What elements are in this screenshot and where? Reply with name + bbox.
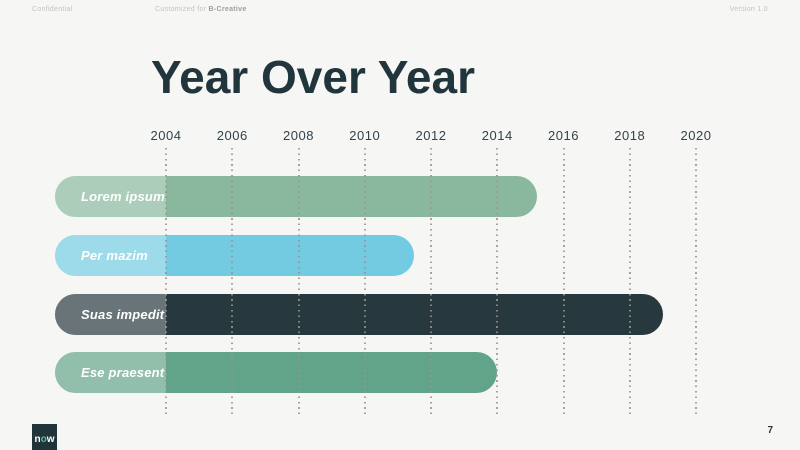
axis-year-label: 2008 bbox=[283, 128, 314, 143]
bar-label-section: Ese praesent bbox=[55, 352, 166, 394]
axis-year-label: 2014 bbox=[481, 128, 513, 143]
bar-label-section: Suas impedit bbox=[55, 293, 166, 335]
customized-prefix: Customized for bbox=[155, 6, 207, 13]
gridline bbox=[695, 148, 697, 418]
bar-label: Ese praesent bbox=[81, 365, 165, 381]
confidential-label: Confidential bbox=[32, 6, 73, 13]
client-name: B-Creative bbox=[208, 6, 247, 13]
page-title: Year Over Year bbox=[151, 51, 475, 103]
bar-label: Lorem ipsum bbox=[81, 189, 165, 204]
axis-year-label: 2018 bbox=[614, 128, 646, 143]
axis-year-label: 2010 bbox=[349, 128, 381, 143]
gridline bbox=[562, 148, 565, 418]
axis-year-label: 2012 bbox=[415, 128, 447, 143]
bar-row: Suas impedit bbox=[55, 293, 663, 335]
bar-row: Per mazim bbox=[55, 234, 415, 276]
bar-label-section: Lorem ipsum bbox=[55, 176, 166, 217]
axis-year-label: 2016 bbox=[548, 128, 579, 143]
axis-year-label: 2004 bbox=[150, 128, 182, 143]
now-logo: now bbox=[32, 424, 57, 450]
axis-year-label: 2020 bbox=[680, 128, 712, 143]
now-logo-text: now bbox=[34, 434, 55, 445]
bar-row: Ese praesent bbox=[55, 352, 498, 394]
bar-label-section: Per mazim bbox=[55, 234, 166, 276]
bar-label: Suas impedit bbox=[81, 306, 165, 322]
customized-for-label: Customized for B-Creative bbox=[155, 6, 247, 13]
axis-year-label: 2006 bbox=[216, 128, 248, 143]
bar-label: Per mazim bbox=[81, 247, 148, 263]
page-number: 7 bbox=[767, 425, 773, 436]
bar-row: Lorem ipsum bbox=[55, 176, 537, 217]
gridline bbox=[628, 148, 631, 418]
version-label: Version 1.0 bbox=[729, 6, 768, 13]
